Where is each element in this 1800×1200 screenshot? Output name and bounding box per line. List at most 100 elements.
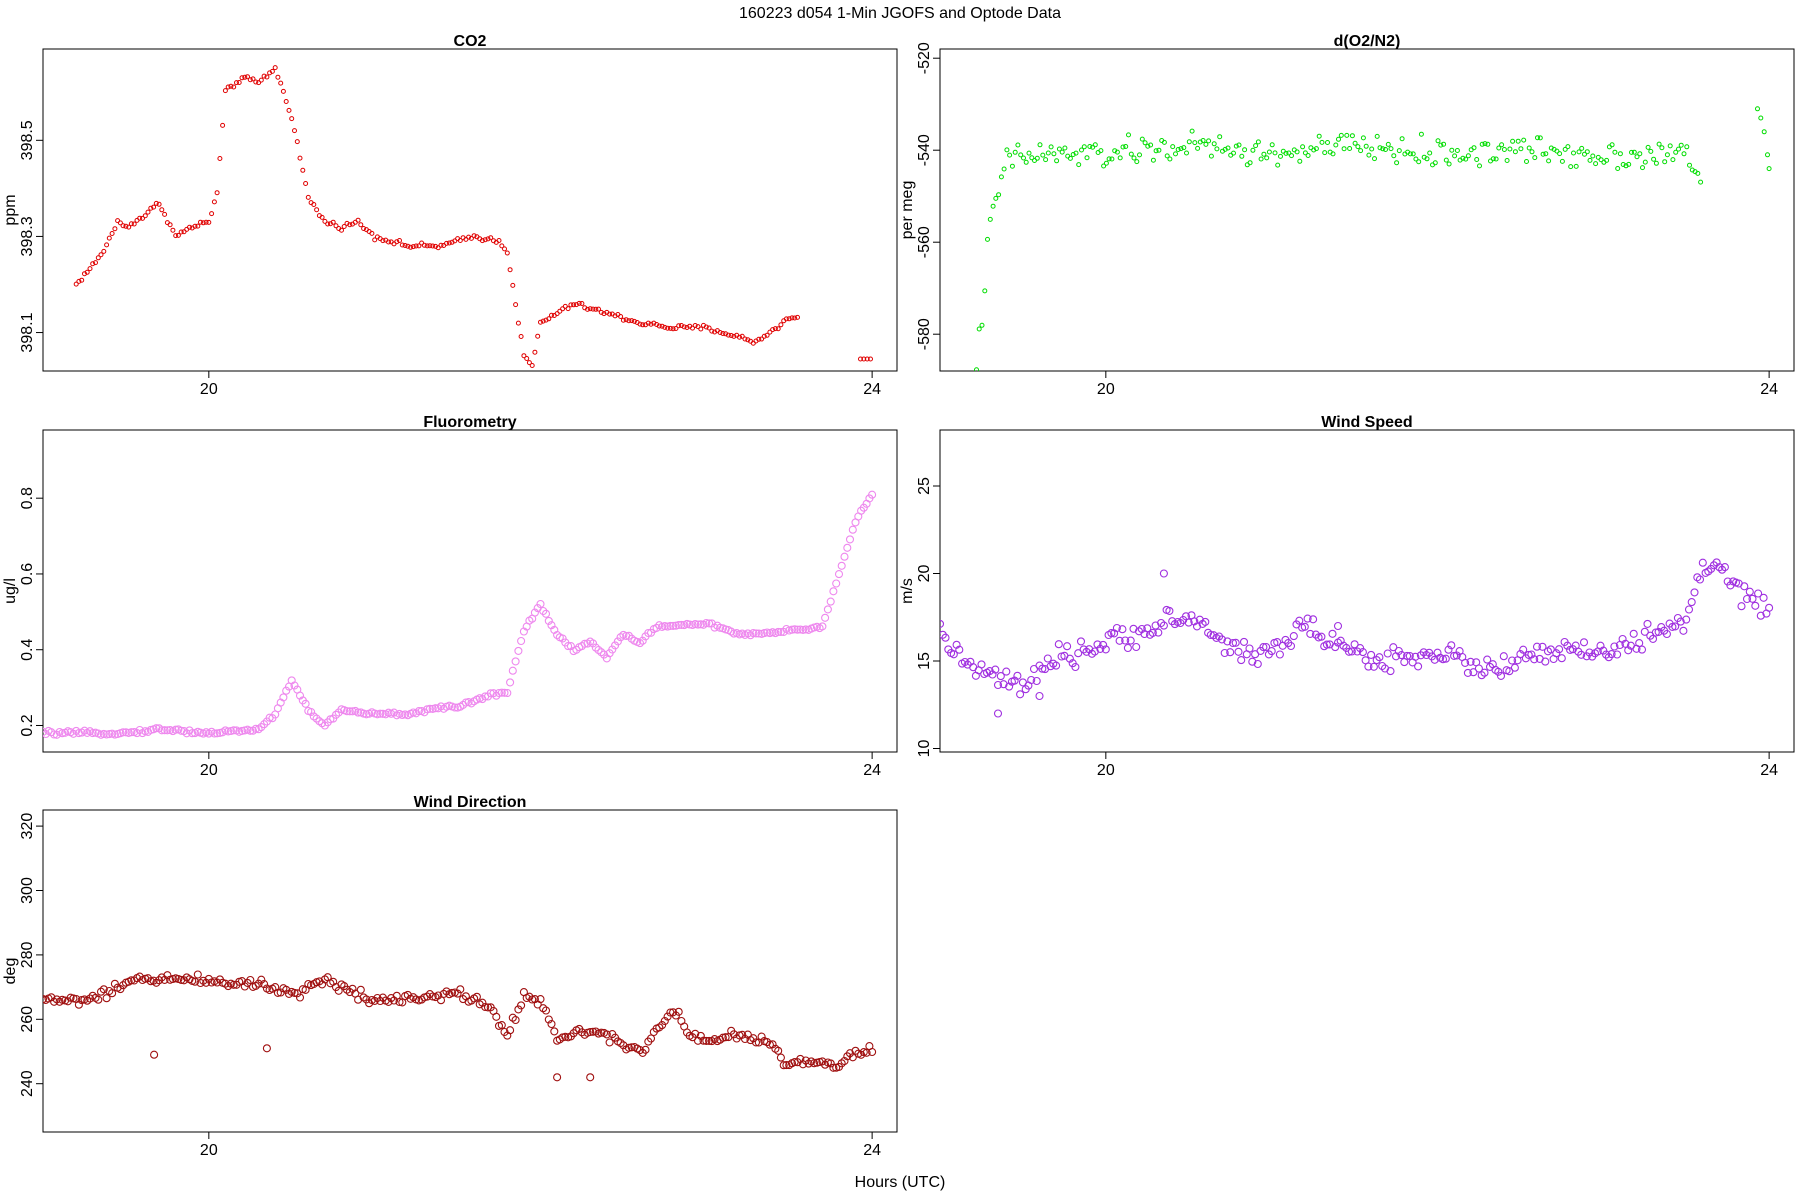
data-point — [126, 224, 132, 230]
data-point — [1607, 650, 1616, 659]
data-series — [43, 490, 877, 739]
data-point — [225, 84, 231, 90]
data-point — [782, 1061, 791, 1070]
data-point — [1494, 667, 1503, 676]
data-point — [731, 333, 737, 339]
data-point — [431, 704, 440, 713]
data-point — [1076, 637, 1086, 646]
data-point — [483, 1003, 493, 1012]
data-point — [1446, 161, 1452, 167]
data-point — [1294, 149, 1300, 155]
y-tick-label: 0.8 — [19, 487, 36, 509]
data-point — [1676, 617, 1685, 626]
data-point — [1319, 139, 1325, 145]
data-point — [1027, 675, 1036, 685]
data-point — [283, 99, 289, 104]
data-point — [1416, 159, 1422, 165]
data-point — [1460, 155, 1466, 161]
data-point — [1501, 147, 1507, 152]
data-point — [330, 219, 336, 225]
data-point — [1466, 657, 1475, 666]
data-point — [1360, 135, 1366, 141]
data-point — [829, 587, 838, 596]
data-point — [213, 729, 222, 738]
data-point — [58, 729, 67, 738]
data-point — [1383, 147, 1388, 152]
data-point — [333, 223, 339, 229]
data-point — [1751, 601, 1760, 610]
x-tick-label: 20 — [200, 1142, 218, 1159]
data-point — [117, 220, 123, 226]
data-point — [1512, 149, 1518, 155]
data-point — [179, 727, 189, 736]
data-point — [1239, 637, 1249, 646]
data-point — [952, 640, 961, 649]
figure-xlabel: Hours (UTC) — [855, 1174, 946, 1191]
data-point — [514, 646, 523, 655]
data-point — [1217, 134, 1223, 140]
data-point — [1530, 655, 1539, 664]
data-point — [659, 323, 665, 329]
data-point — [991, 665, 1000, 674]
data-point — [543, 317, 549, 323]
data-point — [1300, 144, 1306, 150]
data-point — [246, 726, 255, 735]
y-tick-label: 20 — [916, 565, 933, 583]
data-point — [1684, 144, 1690, 150]
data-point — [1043, 157, 1049, 163]
data-point — [1214, 146, 1220, 152]
data-point — [79, 277, 85, 283]
y-tick-label: -560 — [916, 226, 933, 258]
data-point — [792, 315, 798, 321]
data-point — [1742, 594, 1752, 604]
data-point — [1234, 647, 1243, 656]
data-point — [1165, 606, 1174, 615]
data-point — [993, 195, 999, 201]
data-point — [763, 1038, 772, 1047]
data-point — [1668, 622, 1677, 631]
data-point — [840, 552, 849, 561]
data-point — [98, 252, 104, 258]
data-point — [1469, 668, 1478, 677]
data-point — [119, 728, 128, 737]
data-point — [496, 238, 502, 243]
data-point — [229, 726, 238, 735]
data-point — [706, 325, 712, 331]
data-point — [1145, 143, 1151, 149]
data-point — [1085, 645, 1094, 654]
data-point — [282, 985, 291, 994]
data-point — [260, 720, 269, 729]
data-point — [101, 248, 107, 254]
data-point — [607, 311, 613, 317]
data-point — [532, 349, 538, 355]
data-point — [1695, 575, 1705, 584]
data-point — [239, 75, 245, 81]
data-point — [955, 645, 964, 654]
data-point — [1659, 145, 1665, 151]
data-point — [579, 301, 585, 306]
data-point — [264, 74, 270, 80]
data-point — [1510, 138, 1516, 144]
data-point — [1704, 567, 1713, 576]
data-point — [1107, 629, 1116, 638]
data-point — [1577, 650, 1586, 659]
data-point — [572, 645, 581, 654]
data-point — [829, 1063, 838, 1072]
data-point — [211, 199, 217, 205]
data-point — [1737, 602, 1746, 611]
y-tick-label: 398.3 — [19, 216, 36, 256]
data-point — [1128, 151, 1134, 157]
data-point — [528, 995, 537, 1004]
data-point — [1516, 650, 1525, 659]
data-point — [1079, 147, 1084, 153]
data-point — [442, 987, 451, 996]
data-point — [1419, 648, 1428, 657]
data-point — [1452, 651, 1461, 660]
data-point — [1264, 155, 1270, 161]
data-point — [1054, 640, 1063, 649]
data-point — [1745, 587, 1754, 596]
data-point — [200, 220, 206, 226]
data-point — [742, 336, 748, 342]
data-point — [1643, 619, 1652, 628]
data-point — [339, 227, 344, 233]
